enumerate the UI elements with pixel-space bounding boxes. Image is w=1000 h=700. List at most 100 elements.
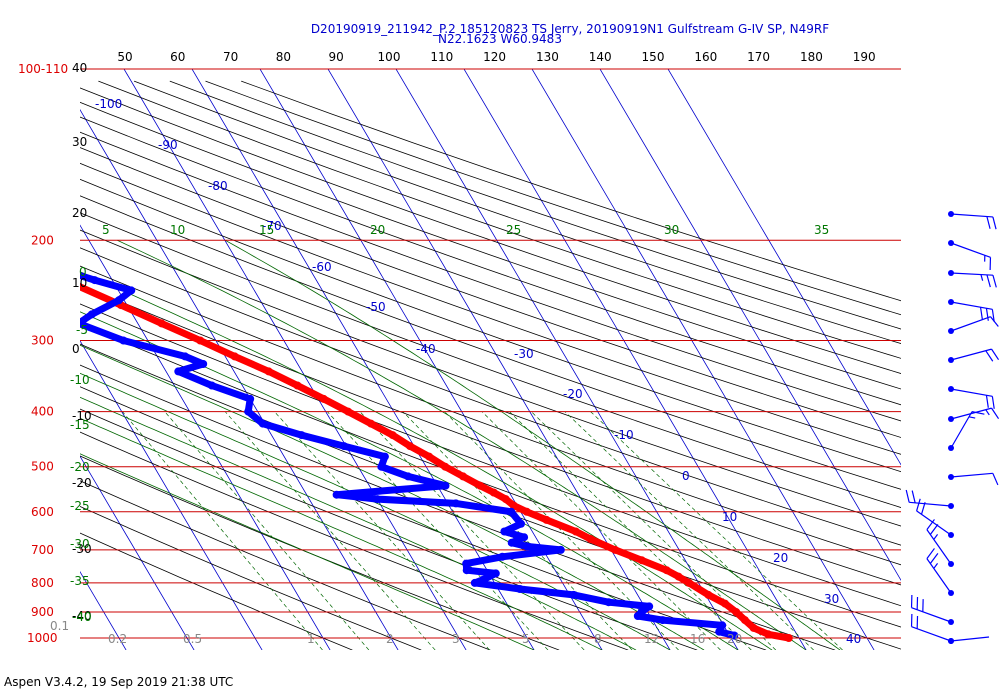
wind-barb-staff — [950, 301, 993, 310]
isotherm-line — [191, 69, 535, 650]
dewpoint-point — [515, 585, 524, 593]
top-scale-label: 130 — [536, 50, 559, 64]
temperature-point — [459, 472, 468, 481]
isotherm-line — [531, 69, 875, 650]
top-scale-label: 160 — [694, 50, 717, 64]
wind-barb-flag — [920, 502, 926, 515]
moist-adiabat-label: -25 — [70, 499, 90, 513]
wind-barb-staff — [950, 472, 993, 478]
theta-e-label: 15 — [259, 223, 274, 237]
temperature-point — [542, 515, 551, 524]
wind-barb-staff — [911, 607, 952, 623]
mixing-ratio-line — [224, 411, 436, 650]
wind-barb-flag — [905, 489, 910, 503]
top-scale-label: 180 — [800, 50, 823, 64]
mixing-ratio-label: 2 — [386, 632, 394, 646]
dewpoint-point — [556, 545, 565, 554]
temperature-point — [764, 630, 773, 639]
temperature-point — [571, 527, 580, 536]
mixing-ratio-line — [326, 411, 549, 650]
pressure-label: 900 — [31, 605, 54, 619]
isotherm-label: 40 — [846, 632, 861, 646]
isotherm-label: -90 — [158, 138, 178, 152]
wind-barb-flag — [991, 348, 1000, 361]
isotherm-label: -100 — [95, 97, 122, 111]
isotherm-label: 10 — [722, 510, 737, 524]
isotherm-label: -30 — [514, 347, 534, 361]
temperature-point — [740, 616, 749, 625]
wind-barb-station — [948, 619, 954, 625]
temperature-point — [293, 381, 302, 390]
wind-barb-staff — [950, 388, 993, 397]
temperature-point — [501, 495, 510, 504]
dewpoint-trace — [80, 271, 738, 639]
wind-barb-station — [948, 561, 954, 567]
wind-barb-flag — [985, 350, 994, 362]
mixing-ratio-label: 5 — [522, 632, 530, 646]
dewpoint-point — [244, 407, 253, 416]
dewpoint-point — [332, 490, 341, 499]
dewpoint-point — [470, 578, 479, 587]
moist-adiabat-line — [80, 417, 603, 650]
mixing-ratio-label: 12 — [644, 632, 659, 646]
wind-barb-staff — [950, 213, 993, 218]
dry-adiabat-line — [80, 284, 901, 586]
dry-adiabat-line — [80, 247, 901, 546]
temperature-point — [732, 608, 741, 616]
temperature-point — [441, 462, 450, 471]
wind-barb-station — [948, 299, 954, 305]
isotherm-label: -10 — [614, 428, 634, 442]
mixing-ratio-line — [164, 411, 370, 650]
altitude-label: 10 — [72, 276, 87, 290]
top-scale-label: 110 — [430, 50, 453, 64]
dry-adiabat-line — [80, 265, 901, 566]
temperature-point — [80, 283, 81, 288]
isotherm-label: -20 — [563, 387, 583, 401]
temperature-point — [586, 535, 595, 543]
dewpoint-point — [520, 533, 529, 542]
theta-e-label: 25 — [506, 223, 521, 237]
chart-title: D20190919_211942_P.2 185120823 TS Jerry,… — [311, 22, 829, 36]
altitude-label: 30 — [72, 135, 87, 149]
mixing-ratio-label: 0.2 — [108, 632, 127, 646]
pressure-label: 800 — [31, 576, 54, 590]
wind-barb-flag — [992, 216, 997, 230]
dewpoint-point — [715, 627, 724, 636]
wind-barb-staff — [909, 501, 952, 507]
dry-adiabat-line — [80, 147, 901, 438]
pressure-label: 300 — [31, 333, 54, 347]
pressure-label: 500 — [31, 460, 54, 474]
dewpoint-point — [500, 527, 509, 536]
dewpoint-point — [491, 569, 500, 578]
mixing-ratio-label: 0.1 — [50, 619, 69, 633]
temperature-point — [405, 442, 414, 451]
moist-adiabat-label: -40 — [72, 610, 92, 624]
moist-adiabat-label: -20 — [70, 460, 90, 474]
temperature-point — [425, 452, 434, 461]
mixing-ratio-label: 8 — [594, 632, 602, 646]
dry-adiabat-line — [133, 80, 901, 344]
wind-barb-staff — [950, 242, 991, 258]
isotherm-line — [80, 455, 195, 650]
dewpoint-point — [114, 296, 123, 305]
dry-adiabat-line — [80, 343, 901, 650]
wind-barb-flag — [985, 308, 989, 321]
temperature-point — [685, 578, 693, 587]
temperature-point — [157, 319, 166, 328]
top-scale-label: 60 — [170, 50, 185, 64]
dewpoint-point — [246, 394, 255, 403]
mixing-ratio-label: 0.5 — [183, 632, 202, 646]
temperature-point — [721, 599, 729, 608]
isotherm-line — [0, 56, 58, 650]
pressure-label: 400 — [31, 405, 54, 419]
theta-e-label: 20 — [370, 223, 385, 237]
dewpoint-point — [718, 621, 727, 630]
wind-barb-station — [948, 590, 954, 596]
temperature-point — [489, 488, 498, 497]
wind-barb-flag — [911, 490, 916, 504]
mixing-ratio-line — [274, 411, 490, 650]
dewpoint-point — [517, 519, 525, 528]
isotherm-line — [463, 69, 807, 650]
